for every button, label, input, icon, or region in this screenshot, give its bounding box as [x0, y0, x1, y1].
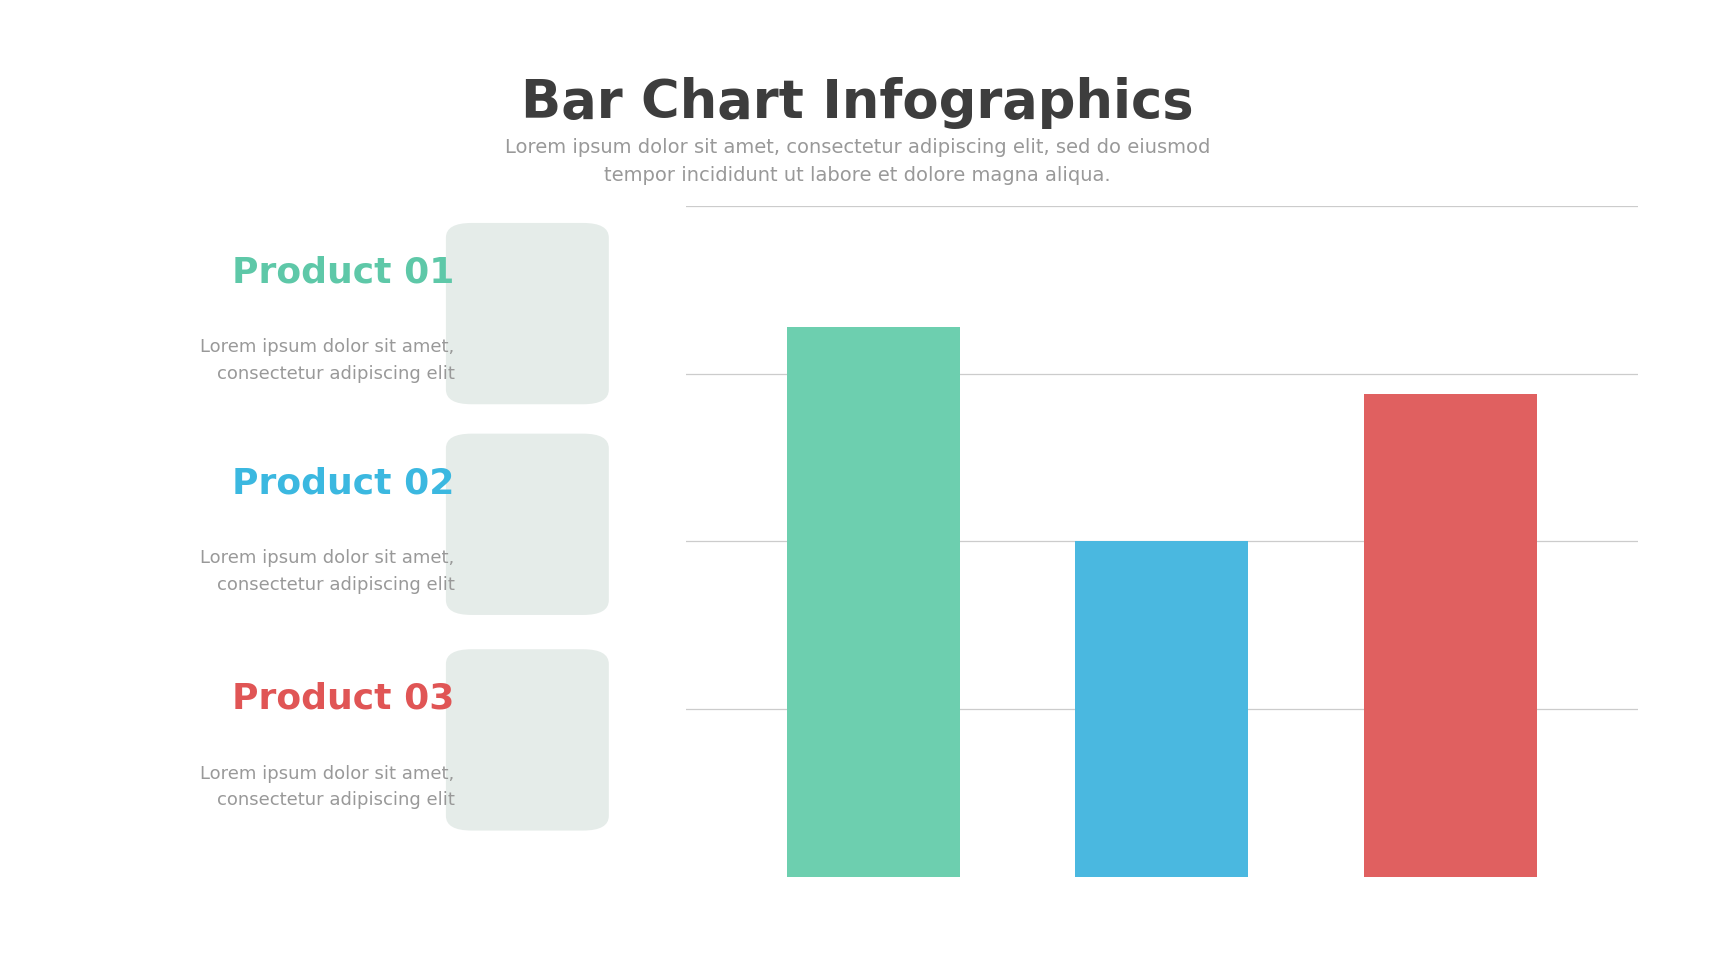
- Bar: [787, 326, 960, 877]
- Text: Product 02: Product 02: [231, 466, 454, 500]
- Text: Lorem ipsum dolor sit amet, consectetur adipiscing elit, sed do eiusmod
tempor i: Lorem ipsum dolor sit amet, consectetur …: [504, 138, 1210, 185]
- Text: Product 03: Product 03: [231, 682, 454, 715]
- Text: Lorem ipsum dolor sit amet,
consectetur adipiscing elit: Lorem ipsum dolor sit amet, consectetur …: [201, 338, 454, 383]
- Bar: [1075, 541, 1248, 877]
- Text: Bar Chart Infographics: Bar Chart Infographics: [521, 76, 1193, 129]
- Text: Product 01: Product 01: [231, 256, 454, 289]
- Text: Lorem ipsum dolor sit amet,
consectetur adipiscing elit: Lorem ipsum dolor sit amet, consectetur …: [201, 764, 454, 809]
- Text: Lorem ipsum dolor sit amet,
consectetur adipiscing elit: Lorem ipsum dolor sit amet, consectetur …: [201, 549, 454, 594]
- Bar: [1363, 394, 1536, 877]
